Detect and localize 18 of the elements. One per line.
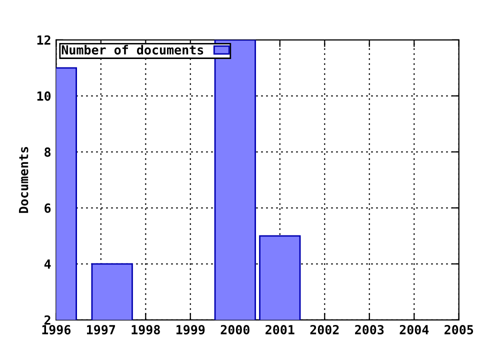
y-axis-title: Documents xyxy=(18,147,28,213)
y-tick-label: 6 xyxy=(44,203,51,213)
x-tick-label: 2004 xyxy=(400,324,429,334)
y-tick-label: 12 xyxy=(37,35,50,45)
x-tick-label: 2001 xyxy=(266,324,294,334)
x-tick-label: 2003 xyxy=(355,324,384,334)
x-tick-label: 2000 xyxy=(220,324,250,334)
y-tick-label: 10 xyxy=(37,91,51,101)
y-tick-label: 4 xyxy=(44,260,51,269)
y-tick-label: 8 xyxy=(44,147,51,157)
x-tick-label: 1996 xyxy=(42,324,71,334)
x-tick-label: 1999 xyxy=(176,325,205,334)
legend-label: Number of documents xyxy=(62,44,204,55)
x-tick-label: 2002 xyxy=(310,324,339,334)
x-tick-label: 1998 xyxy=(132,324,160,334)
x-tick-label: 2005 xyxy=(444,324,474,334)
y-tick-label: 2 xyxy=(44,315,50,325)
x-tick-label: 1997 xyxy=(87,325,116,334)
